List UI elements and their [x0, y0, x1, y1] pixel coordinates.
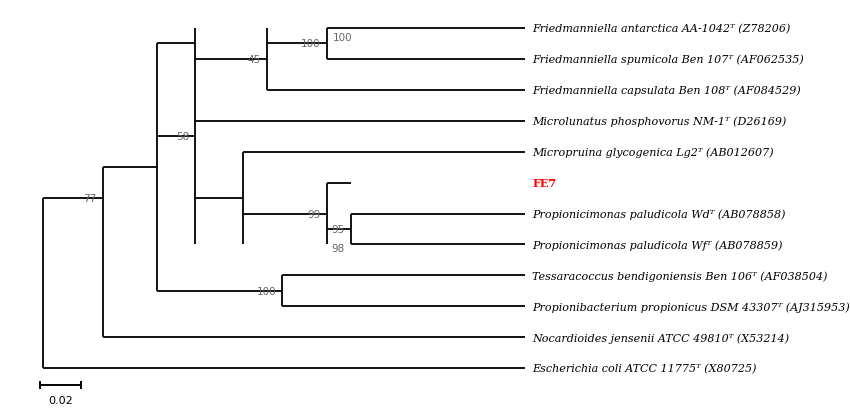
Text: 100: 100 — [332, 33, 353, 43]
Text: 0.02: 0.02 — [48, 395, 73, 405]
Text: 99: 99 — [308, 209, 320, 219]
Text: Friedmanniella spumicola Ben 107ᵀ (AF062535): Friedmanniella spumicola Ben 107ᵀ (AF062… — [532, 54, 804, 65]
Text: Microlunatus phosphovorus NM-1ᵀ (D26169): Microlunatus phosphovorus NM-1ᵀ (D26169) — [532, 116, 787, 127]
Text: 95: 95 — [332, 225, 345, 234]
Text: 58: 58 — [176, 132, 190, 142]
Text: 77: 77 — [83, 193, 97, 204]
Text: 45: 45 — [248, 55, 261, 65]
Text: Tessaracoccus bendigoniensis Ben 106ᵀ (AF038504): Tessaracoccus bendigoniensis Ben 106ᵀ (A… — [532, 270, 828, 281]
Text: 100: 100 — [257, 286, 276, 296]
Text: 98: 98 — [332, 243, 345, 253]
Text: Propionicimonas paludicola Wdᵀ (AB078858): Propionicimonas paludicola Wdᵀ (AB078858… — [532, 209, 785, 219]
Text: Escherichia coli ATCC 11775ᵀ (X80725): Escherichia coli ATCC 11775ᵀ (X80725) — [532, 363, 756, 373]
Text: 100: 100 — [301, 39, 320, 49]
Text: Friedmanniella antarctica AA-1042ᵀ (Z78206): Friedmanniella antarctica AA-1042ᵀ (Z782… — [532, 24, 790, 34]
Text: Micropruina glycogenica Lg2ᵀ (AB012607): Micropruina glycogenica Lg2ᵀ (AB012607) — [532, 147, 774, 157]
Text: Propionicimonas paludicola Wfᵀ (AB078859): Propionicimonas paludicola Wfᵀ (AB078859… — [532, 240, 783, 250]
Text: Friedmanniella capsulata Ben 108ᵀ (AF084529): Friedmanniella capsulata Ben 108ᵀ (AF084… — [532, 85, 801, 96]
Text: Nocardioides jensenii ATCC 49810ᵀ (X53214): Nocardioides jensenii ATCC 49810ᵀ (X5321… — [532, 332, 790, 343]
Text: FE7: FE7 — [532, 178, 557, 189]
Text: Propionibacterium propionicus DSM 43307ᵀ (AJ315953): Propionibacterium propionicus DSM 43307ᵀ… — [532, 301, 850, 312]
